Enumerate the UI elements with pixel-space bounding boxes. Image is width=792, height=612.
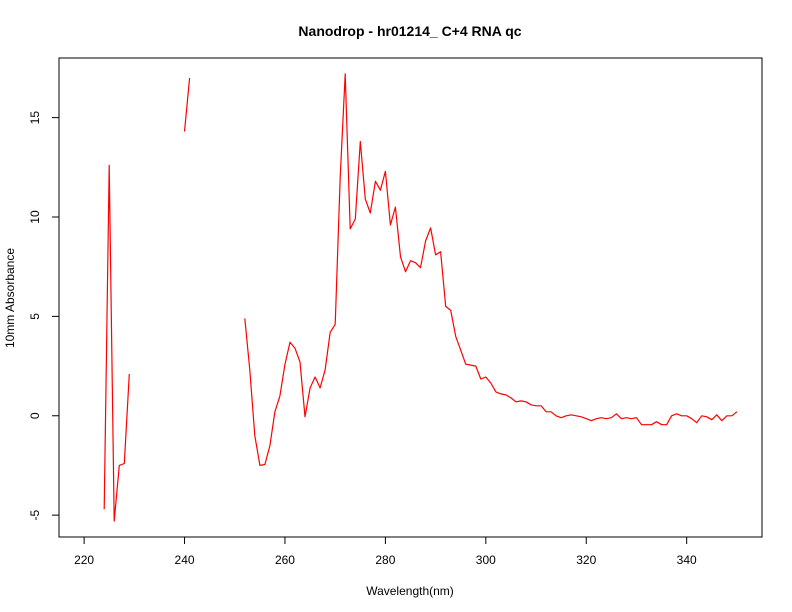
y-tick-label: -5	[28, 509, 42, 520]
y-axis: -5 0 5 10 15	[28, 111, 59, 520]
series-layer	[103, 73, 738, 522]
x-tick-label: 240	[175, 553, 195, 567]
plot-frame	[58, 57, 763, 538]
y-tick-label: 5	[28, 313, 42, 320]
chart-title: Nanodrop - hr01214_ C+4 RNA qc	[298, 23, 521, 39]
x-axis: 220 240 260 280 300 320 340	[74, 537, 697, 567]
x-tick-label: 320	[576, 553, 596, 567]
x-tick-label: 220	[74, 553, 94, 567]
x-tick-label: 260	[275, 553, 295, 567]
absorbance-line-segment	[103, 164, 130, 522]
x-tick-label: 280	[375, 553, 395, 567]
x-tick-label: 300	[476, 553, 496, 567]
y-tick-label: 0	[28, 412, 42, 419]
x-tick-label: 340	[677, 553, 697, 567]
absorbance-line-segment	[244, 73, 738, 466]
y-tick-label: 10	[28, 210, 42, 224]
y-axis-label: 10mm Absorbance	[3, 248, 17, 348]
y-tick-label: 15	[28, 111, 42, 125]
x-axis-label: Wavelength(nm)	[366, 584, 454, 598]
absorbance-line-segment	[183, 77, 191, 132]
